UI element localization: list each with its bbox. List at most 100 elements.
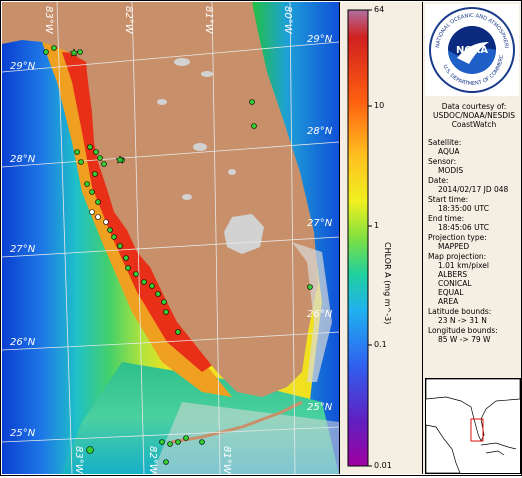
station-marker — [123, 255, 129, 261]
metadata-panel: NATIONAL OCEANIC AND ATMOSPHERIC ADMINIS… — [422, 0, 521, 474]
lat-label-26-right: 26°N — [307, 309, 333, 320]
lon-label-83-top: 83°W — [43, 6, 54, 35]
metadata-field-value: 23 N -> 31 N — [438, 316, 487, 325]
metadata-field-label: Longitude bounds: — [428, 326, 498, 335]
metadata-field-label: Latitude bounds: — [428, 307, 492, 316]
station-marker — [251, 123, 257, 129]
metadata-field-label: Satellite: — [428, 138, 462, 147]
courtesy-line-1: Data courtesy of: — [441, 102, 507, 111]
lon-label-81-bottom: 81°W — [221, 446, 232, 474]
station-marker — [107, 227, 113, 233]
inset-svg — [425, 378, 521, 474]
metadata-field-label: Map projection: — [428, 252, 487, 261]
colorbar — [347, 9, 369, 467]
colorbar-svg — [347, 9, 372, 467]
station-marker — [43, 49, 49, 55]
lon-label-83-bottom: 83°W — [73, 446, 84, 474]
station-markers — [43, 45, 313, 465]
station-marker — [103, 219, 109, 225]
colorbar-ticks — [368, 9, 372, 467]
metadata-field-label: Start time: — [428, 195, 469, 204]
graticule — [2, 2, 339, 474]
metadata-field-value: EQUAL — [438, 288, 464, 297]
metadata-field-value: MODIS — [438, 166, 464, 175]
metadata-field-label: Projection type: — [428, 233, 487, 242]
big-bend-land — [2, 2, 62, 44]
lake-small — [182, 194, 192, 200]
logo-text: NOAA — [456, 45, 488, 56]
noaa-logo-svg: NATIONAL OCEANIC AND ATMOSPHERIC ADMINIS… — [422, 0, 515, 93]
station-marker — [78, 159, 84, 165]
metadata-field-label: Date: — [428, 176, 449, 185]
map-svg: 29°N 28°N 27°N 26°N 25°N 29°N 28°N 27°N … — [2, 2, 339, 474]
colorbar-tick-1: 1 — [374, 221, 380, 230]
metadata-field-label: End time: — [428, 214, 465, 223]
lake-small — [228, 169, 236, 175]
colorbar-panel: 64 10 1 0.1 0.01 CHLOR A (mg m^-3) — [339, 2, 422, 474]
station-marker — [74, 149, 80, 155]
station-marker — [87, 144, 93, 150]
station-marker — [175, 439, 181, 445]
station-marker — [149, 283, 155, 289]
station-marker — [155, 291, 161, 297]
station-marker — [133, 271, 139, 277]
florida-keys — [171, 400, 303, 444]
metadata-field-label: Sensor: — [428, 157, 457, 166]
metadata-fields: Satellite: AQUA Sensor: MODIS Date: 2014/02/1… — [428, 138, 520, 344]
lake-small — [174, 58, 190, 66]
metadata-field-value: CONICAL — [438, 279, 472, 288]
station-marker — [167, 441, 173, 447]
station-marker — [307, 284, 313, 290]
lon-label-81-top: 81°W — [203, 6, 214, 35]
station-marker — [95, 199, 101, 205]
station-marker — [111, 234, 117, 240]
station-marker — [86, 446, 94, 454]
metadata-field-value: AQUA — [438, 147, 460, 156]
lat-label-25: 25°N — [10, 428, 36, 439]
station-marker — [125, 265, 131, 271]
colorbar-tick-0.01: 0.01 — [374, 461, 392, 470]
coastal-bloom-red — [62, 52, 217, 372]
station-marker — [159, 439, 165, 445]
lat-label-27: 27°N — [10, 244, 36, 255]
lake-small — [193, 143, 207, 151]
lat-label-26: 26°N — [10, 337, 36, 348]
colorbar-axis-title: CHLOR A (mg m^-3) — [383, 242, 392, 325]
station-marker — [77, 49, 83, 55]
station-marker — [101, 161, 107, 167]
station-marker — [183, 435, 189, 441]
courtesy-line-2: USDOC/NOAA/NESDIS — [433, 111, 515, 120]
station-marker — [175, 329, 181, 335]
station-marker — [199, 439, 205, 445]
atlantic-cloud-mask — [292, 242, 332, 382]
station-marker — [93, 149, 99, 155]
colorbar-tick-10: 10 — [374, 101, 385, 110]
seagull-icon — [457, 42, 489, 64]
lon-label-82-top: 82°W — [123, 6, 134, 35]
metadata-field-value: 18:45:06 UTC — [438, 223, 489, 232]
metadata-field-value: ALBERS — [438, 270, 468, 279]
lake-okeechobee — [224, 214, 264, 254]
colorbar-tick-64: 64 — [374, 5, 385, 14]
metadata-field-value: 85 W -> 79 W — [438, 335, 491, 344]
metadata-field-value: 2014/02/17 JD 048 — [438, 185, 509, 194]
lat-label-28: 28°N — [10, 154, 36, 165]
colorbar-tick-0.1: 0.1 — [374, 340, 387, 349]
inset-region-box — [470, 418, 484, 442]
lat-label-29: 29°N — [10, 61, 36, 72]
courtesy-line-3: CoastWatch — [451, 120, 497, 129]
station-marker — [249, 99, 255, 105]
station-marker — [89, 209, 95, 215]
station-marker — [117, 243, 123, 249]
lat-label-27-right: 27°N — [307, 218, 333, 229]
station-marker — [163, 459, 169, 465]
lat-label-25-right: 25°N — [307, 402, 333, 413]
station-marker — [84, 181, 90, 187]
station-marker — [97, 155, 103, 161]
station-marker — [163, 309, 169, 315]
lake-small — [157, 99, 167, 105]
station-marker — [92, 171, 98, 177]
station-marker — [51, 45, 57, 51]
metadata-field-value: 18:35:00 UTC — [438, 204, 489, 213]
